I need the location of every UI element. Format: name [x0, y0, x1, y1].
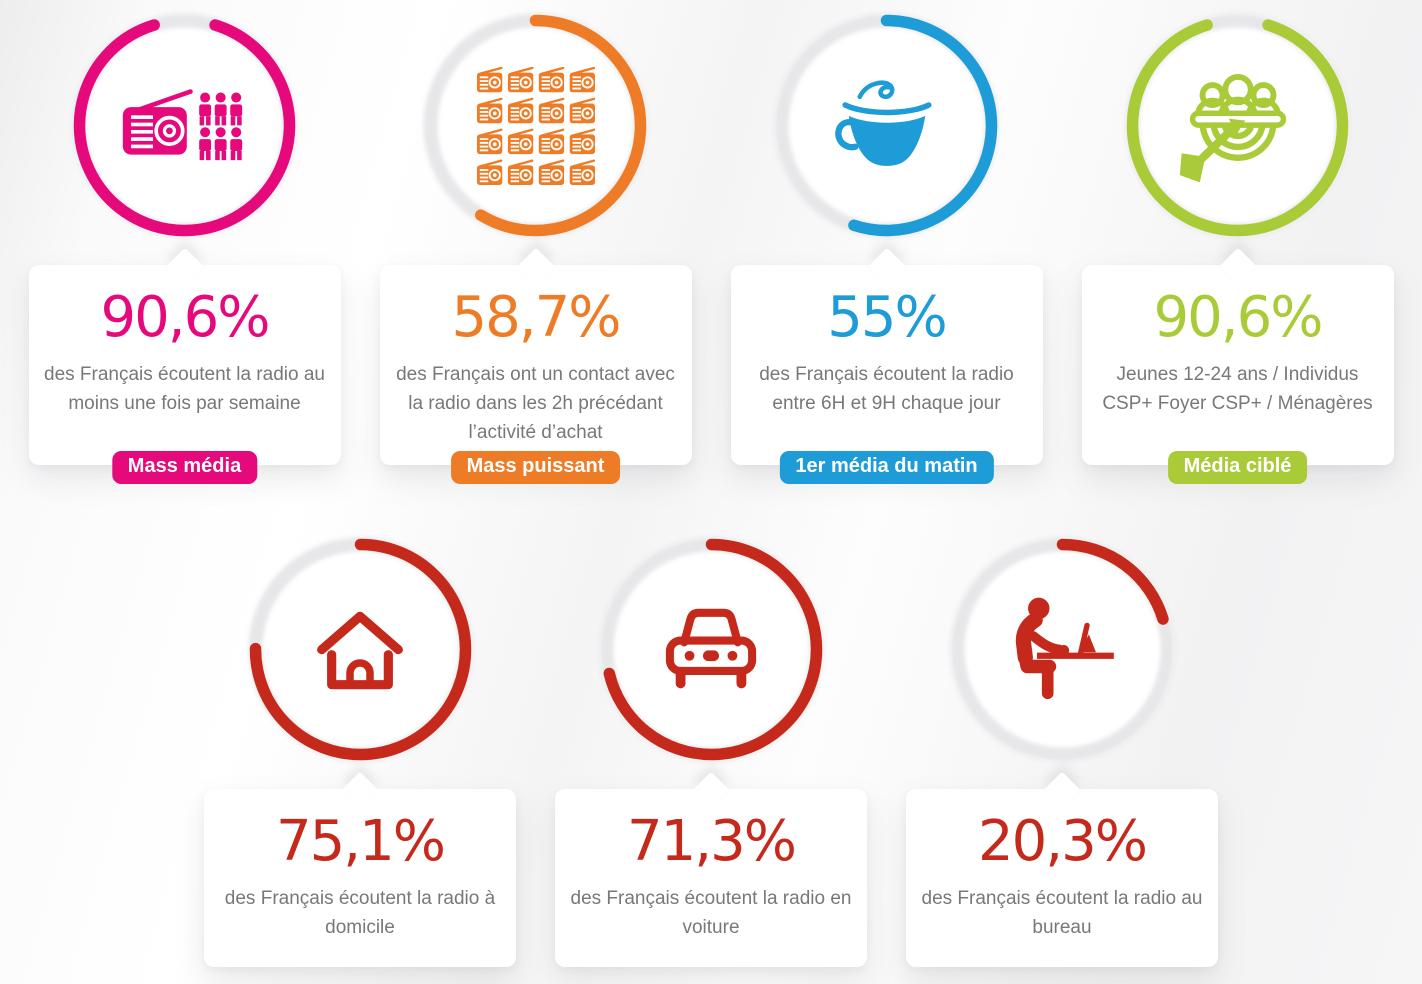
- card-pointer: [166, 247, 203, 285]
- stat-value: 75,1%: [276, 809, 446, 874]
- progress-ring: [243, 532, 478, 767]
- card-pointer: [1043, 771, 1081, 809]
- stat-card: 75,1% des Français écoutent la radio à d…: [204, 771, 516, 967]
- progress-ring: [769, 8, 1004, 243]
- stats-row-top: 90,6% des Français écoutent la radio au …: [0, 0, 1422, 484]
- stat-targeted-audience: 90,6% Jeunes 12-24 ans / Individus CSP+ …: [1081, 8, 1394, 484]
- ring-arc: [424, 14, 647, 237]
- stat-value: 71,3%: [627, 809, 797, 874]
- stat-badge: 1er média du matin: [779, 451, 994, 484]
- stat-card: 55% des Français écoutent la radio entre…: [730, 247, 1043, 484]
- ring-arc: [73, 14, 296, 237]
- stat-office-listening: 20,3% des Français écoutent la radio au …: [906, 532, 1218, 967]
- stat-description: des Français ont un contact avec la radi…: [396, 363, 675, 443]
- stats-row-bottom: 75,1% des Français écoutent la radio à d…: [0, 532, 1422, 967]
- ring-arc: [249, 538, 471, 761]
- radios-grid-icon: [418, 8, 653, 243]
- stat-card: 20,3% des Français écoutent la radio au …: [906, 771, 1218, 967]
- progress-ring: [1120, 8, 1355, 243]
- progress-ring: [945, 532, 1180, 767]
- stat-value: 20,3%: [978, 809, 1148, 874]
- radio-audience-icon: [67, 8, 302, 243]
- house-icon: [243, 532, 478, 767]
- coffee-cup-icon: [769, 8, 1004, 243]
- ring-arc: [1126, 14, 1349, 237]
- stat-card: 90,6% Jeunes 12-24 ans / Individus CSP+ …: [1081, 247, 1394, 484]
- stat-value: 55%: [827, 285, 947, 350]
- card-pointer: [692, 771, 730, 809]
- audience-target-icon: [1120, 8, 1355, 243]
- stat-description: Jeunes 12-24 ans / Individus CSP+ Foyer …: [1102, 363, 1373, 414]
- stat-badge: Mass média: [111, 451, 258, 484]
- card-pointer: [341, 771, 379, 809]
- stat-description: des Français écoutent la radio à domicil…: [224, 887, 496, 938]
- ring-gauge: [599, 537, 823, 762]
- card-pointer: [517, 247, 554, 285]
- card-pointer: [868, 247, 905, 285]
- stat-weekly-listening: 90,6% des Français écoutent la radio au …: [28, 8, 341, 484]
- stat-value: 90,6%: [1153, 285, 1324, 350]
- ring-arc: [600, 538, 822, 761]
- stat-value: 58,7%: [451, 285, 622, 350]
- stat-description: des Français écoutent la radio au moins …: [44, 363, 325, 414]
- card-pointer: [1219, 247, 1256, 285]
- stat-card: 71,3% des Français écoutent la radio en …: [555, 771, 867, 967]
- progress-ring: [418, 8, 653, 243]
- stat-description: des Français écoutent la radio entre 6H …: [759, 363, 1014, 414]
- ring-disc: [248, 537, 472, 762]
- ring-arc: [775, 14, 998, 237]
- progress-ring: [594, 532, 829, 767]
- stat-description: des Français écoutent la radio en voitur…: [570, 887, 852, 938]
- stat-value: 90,6%: [100, 285, 271, 350]
- ring-gauge: [248, 537, 472, 762]
- ring-arc: [951, 538, 1173, 761]
- desk-worker-icon: [945, 532, 1180, 767]
- stat-card: 90,6% des Français écoutent la radio au …: [28, 247, 341, 484]
- car-icon: [594, 532, 829, 767]
- stat-car-listening: 71,3% des Français écoutent la radio en …: [555, 532, 867, 967]
- stat-purchase-contact: 58,7% des Français ont un contact avec l…: [379, 8, 692, 484]
- ring-disc: [599, 537, 823, 762]
- stat-morning-listening: 55% des Français écoutent la radio entre…: [730, 8, 1043, 484]
- stat-badge: Mass puissant: [450, 451, 621, 484]
- stat-description: des Français écoutent la radio au bureau: [921, 887, 1203, 938]
- stat-badge: Média ciblé: [1167, 451, 1308, 484]
- progress-ring: [67, 8, 302, 243]
- stat-card: 58,7% des Français ont un contact avec l…: [379, 247, 692, 484]
- stat-home-listening: 75,1% des Français écoutent la radio à d…: [204, 532, 516, 967]
